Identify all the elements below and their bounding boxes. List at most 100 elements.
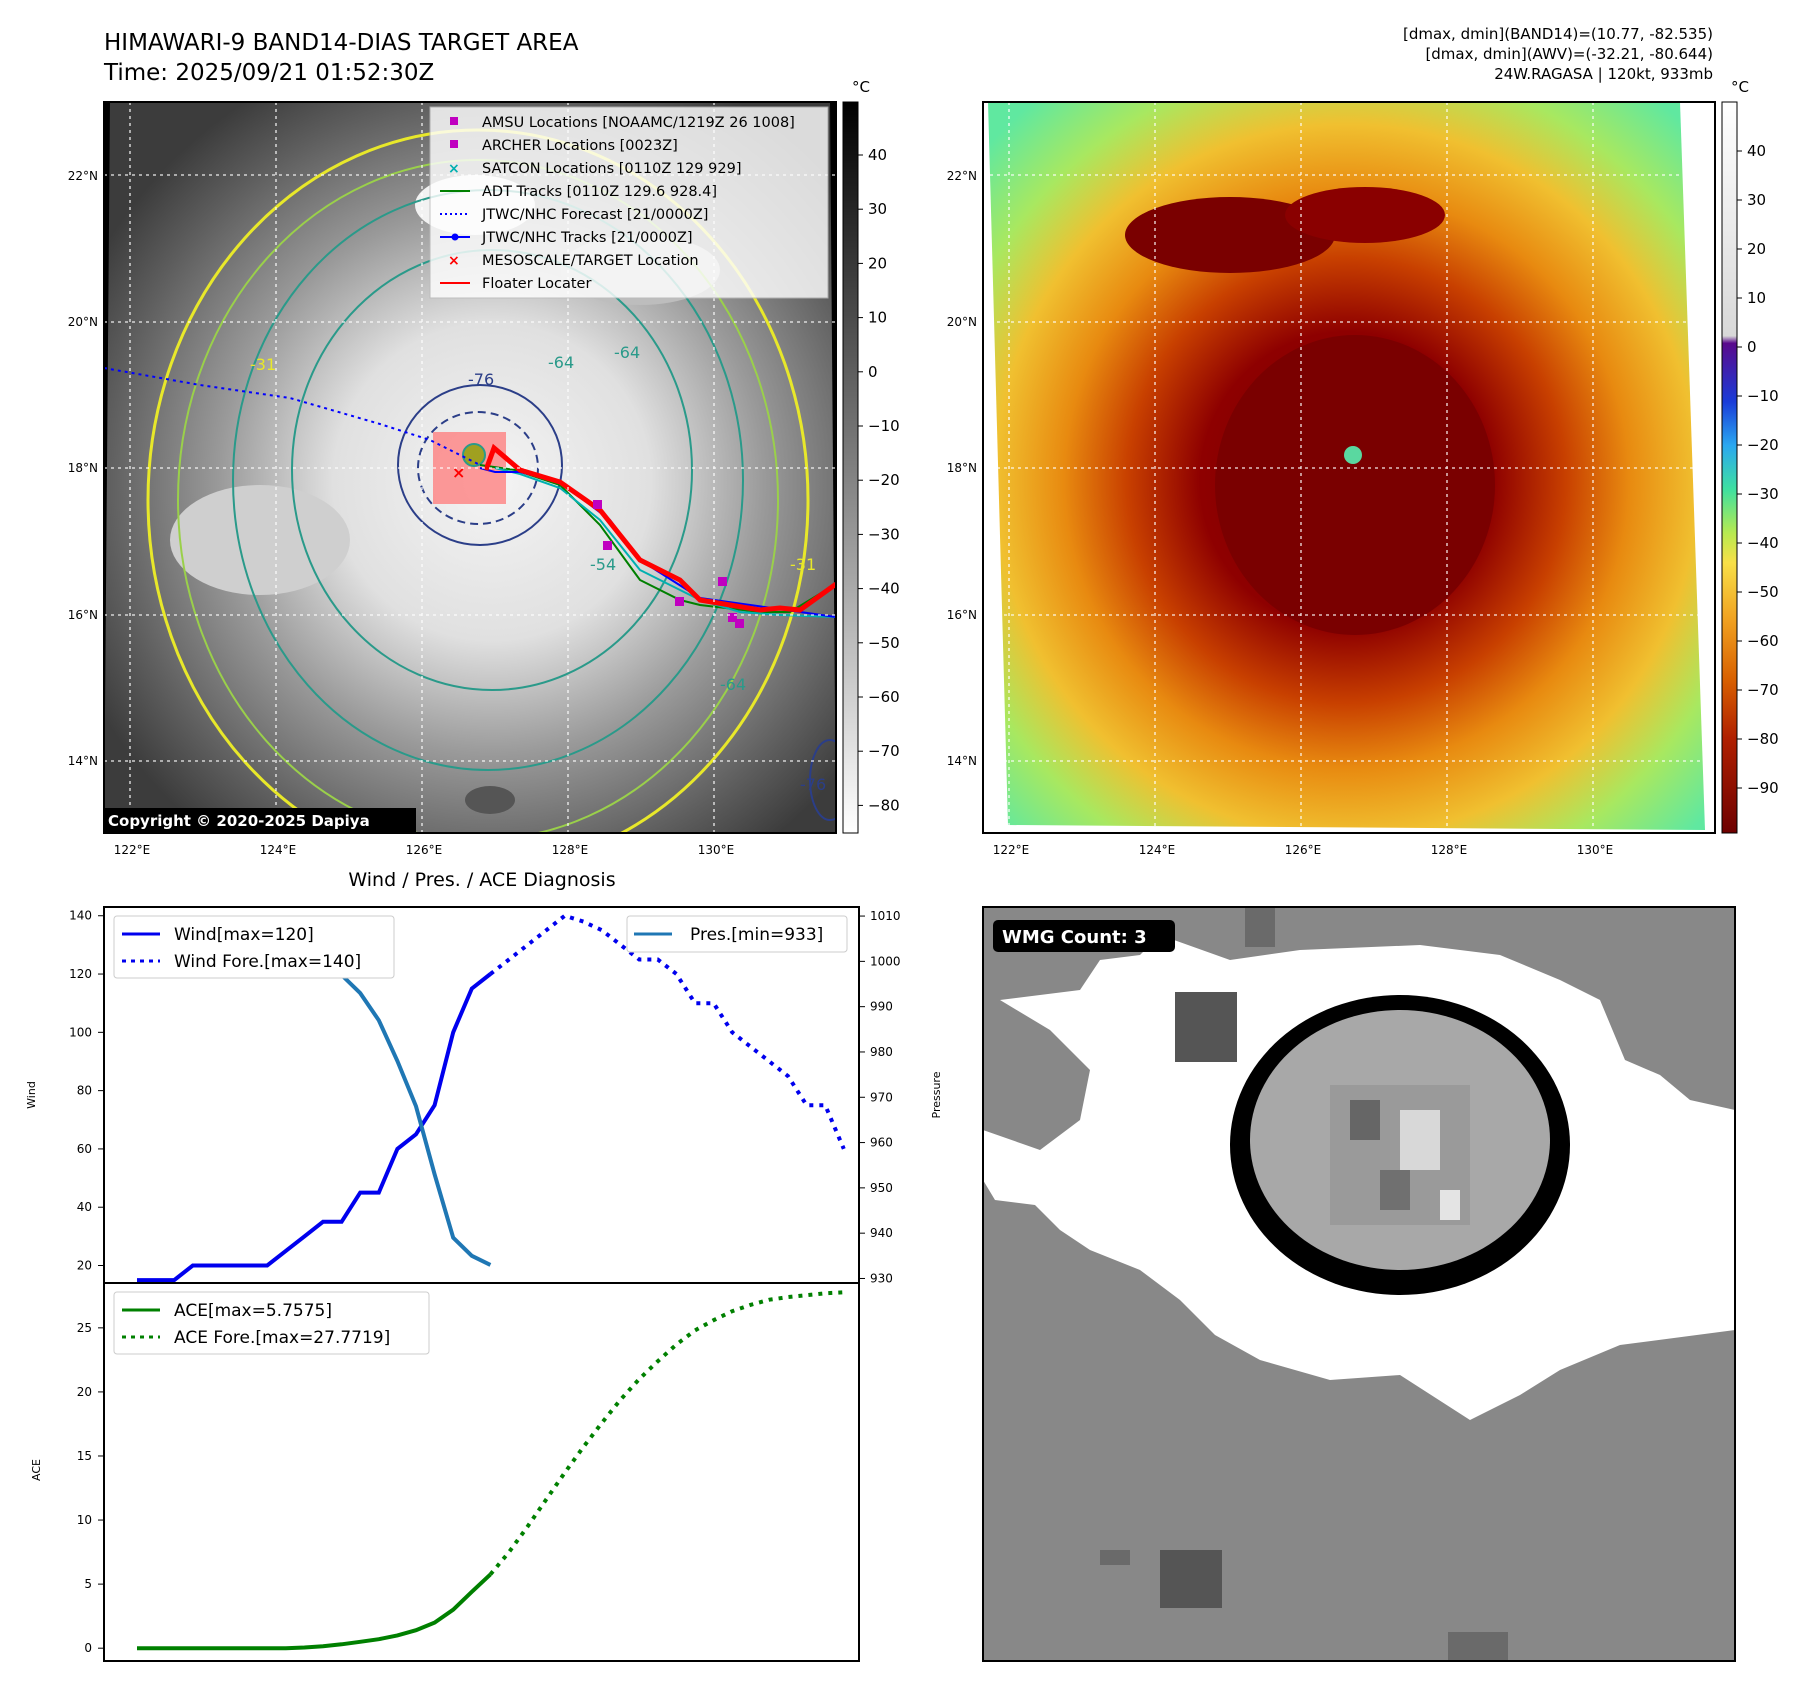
y-tick-label: 60 <box>77 1142 92 1156</box>
left-map-lon-label: 126°E <box>406 843 443 857</box>
legend-target: MESOSCALE/TARGET Location <box>482 253 699 269</box>
y2-tick-label: 1010 <box>870 909 901 923</box>
left-map-lon-label: 128°E <box>552 843 589 857</box>
left-map-lat-label: 18°N <box>68 461 98 475</box>
jtwc-forecast-track <box>104 367 481 466</box>
colorbar-tick-label: −30 <box>868 525 900 543</box>
colorbar-tick-label: 10 <box>868 309 887 327</box>
y-tick-label: 120 <box>69 967 92 981</box>
right-map-lon-label: 128°E <box>1431 843 1468 857</box>
ace-chart: 0 5 10 15 20 25 ACE ACE[max=5.7575] ACE Fore.… <box>30 1282 860 1662</box>
satcon-track <box>494 467 836 618</box>
series-wind <box>137 972 492 1283</box>
y-tick-label: 10 <box>77 1513 92 1527</box>
left-map-lat-label: 20°N <box>68 315 98 329</box>
y2-tick-label: 990 <box>870 1000 893 1014</box>
right-map-lon-label: 126°E <box>1285 843 1322 857</box>
y2-tick-label: 950 <box>870 1181 893 1195</box>
y-tick-label: 15 <box>77 1449 92 1463</box>
y-tick-label: 5 <box>84 1577 92 1591</box>
right-map-lon-label: 124°E <box>1139 843 1176 857</box>
colorbar-tick-label: −70 <box>868 742 900 760</box>
y2-tick-label: 930 <box>870 1271 893 1285</box>
stats-band14: [dmax, dmin](BAND14)=(10.77, -82.535) <box>1403 25 1713 43</box>
svg-text:×: × <box>452 463 465 482</box>
gray-colorbar-unit: °C <box>852 78 870 96</box>
y2-tick-label: 1000 <box>870 954 901 968</box>
stats-awv: [dmax, dmin](AWV)=(-32.21, -80.644) <box>1425 45 1713 63</box>
legend-archer: ARCHER Locations [0023Z] <box>482 138 678 154</box>
y2-tick-label: 970 <box>870 1090 893 1104</box>
legend-forecast: JTWC/NHC Forecast [21/0000Z] <box>481 207 708 223</box>
legend-archer-marker <box>450 140 458 148</box>
copyright-label: Copyright © 2020-2025 Dapiya <box>108 812 370 830</box>
legend-tracks: JTWC/NHC Tracks [21/0000Z] <box>481 230 693 246</box>
legend-target-marker: × <box>448 253 460 269</box>
contour-label-1: -76 <box>468 370 494 389</box>
y-tick-label: 140 <box>69 909 92 923</box>
colorbar-tick-label: 10 <box>1747 289 1766 307</box>
wind-pressure-chart: 20 40 60 80 100 120 140 930 940 950 960 970 980 990 10… <box>25 906 943 1285</box>
y-tick-label: 20 <box>77 1259 92 1273</box>
colorbar-tick-label: 30 <box>1747 191 1766 209</box>
diagnosis-title: Wind / Pres. / ACE Diagnosis <box>348 869 615 891</box>
legend-ace-fore: ACE Fore.[max=27.7719] <box>174 1328 390 1348</box>
pressure-axis-label: Pressure <box>930 1071 943 1118</box>
colorbar-tick-label: −80 <box>1747 730 1779 748</box>
contour-label-3: -64 <box>614 343 640 362</box>
colorbar-tick-label: −10 <box>868 417 900 435</box>
colorbar-tick-label: −90 <box>1747 779 1779 797</box>
colorbar-tick-label: −30 <box>1747 485 1779 503</box>
figure-time: Time: 2025/09/21 01:52:30Z <box>103 60 434 86</box>
contour-label-2: -64 <box>548 353 574 372</box>
legend-pres: Pres.[min=933] <box>690 925 823 945</box>
colorbar-tick-label: −20 <box>868 471 900 489</box>
right-map-lon-label: 130°E <box>1577 843 1614 857</box>
wind-axis-label: Wind <box>25 1081 38 1109</box>
colorbar-tick-label: 30 <box>868 200 887 218</box>
legend-wind-fore: Wind Fore.[max=140] <box>174 952 361 972</box>
color-ir-map <box>982 101 1716 834</box>
legend-adt: ADT Tracks [0110Z 129.6 928.4] <box>482 184 717 200</box>
floater-track <box>483 443 836 613</box>
figure-title: HIMAWARI-9 BAND14-DIAS TARGET AREA <box>104 30 579 56</box>
color-colorbar: °C 40 30 20 10 0 −10 −20 −30 −40 −50 −60 −70 −80 −90 <box>1721 78 1779 834</box>
stats-storm: 24W.RAGASA | 120kt, 933mb <box>1494 65 1713 83</box>
y2-tick-label: 940 <box>870 1226 893 1240</box>
color-colorbar-unit: °C <box>1731 78 1749 96</box>
colorbar-tick-label: 20 <box>1747 240 1766 258</box>
colorbar-tick-label: 0 <box>868 363 878 381</box>
y2-tick-label: 960 <box>870 1136 893 1150</box>
legend-floater: Floater Locater <box>482 276 591 292</box>
legend-satcon: SATCON Locations [0110Z 129 929] <box>482 161 741 177</box>
y2-tick-label: 980 <box>870 1045 893 1059</box>
colorbar-tick-label: −40 <box>1747 534 1779 552</box>
left-map-tick-labels: 22°N 20°N 18°N 16°N 14°N 122°E 124°E 126°E 128°E… <box>68 169 735 857</box>
contour-label-4: -54 <box>590 555 616 574</box>
wmg-panel: WMG Count: 3 <box>982 906 1736 1662</box>
right-map-lat-label: 16°N <box>947 608 977 622</box>
series-wind-fore- <box>489 913 846 1150</box>
colorbar-tick-label: −20 <box>1747 436 1779 454</box>
legend-ace: ACE[max=5.7575] <box>174 1301 332 1321</box>
right-map-lon-label: 122°E <box>993 843 1030 857</box>
legend-amsu: AMSU Locations [NOAAMC/1219Z 26 1008] <box>482 115 795 131</box>
right-map-lat-label: 18°N <box>947 461 977 475</box>
map-legend: AMSU Locations [NOAAMC/1219Z 26 1008] AR… <box>429 106 829 299</box>
colorbar-tick-label: 40 <box>868 146 887 164</box>
gray-colorbar: °C 40 30 20 10 0 −10 −20 −30 −40 −50 −60 −70 −80 <box>842 78 900 834</box>
y-tick-label: 80 <box>77 1084 92 1098</box>
contour-label-8: -76 <box>800 775 826 794</box>
y-tick-label: 20 <box>77 1385 92 1399</box>
left-map-lat-label: 14°N <box>68 754 98 768</box>
legend-wind: Wind[max=120] <box>174 925 314 945</box>
contour-label-6: -31 <box>790 555 816 574</box>
wmg-badge <box>993 920 1175 952</box>
left-map-lon-label: 124°E <box>260 843 297 857</box>
ace-axis-label: ACE <box>30 1459 43 1481</box>
colorbar-tick-label: −60 <box>1747 632 1779 650</box>
y-tick-label: 40 <box>77 1200 92 1214</box>
right-map-lat-label: 22°N <box>947 169 977 183</box>
colorbar-tick-label: −40 <box>868 580 900 598</box>
